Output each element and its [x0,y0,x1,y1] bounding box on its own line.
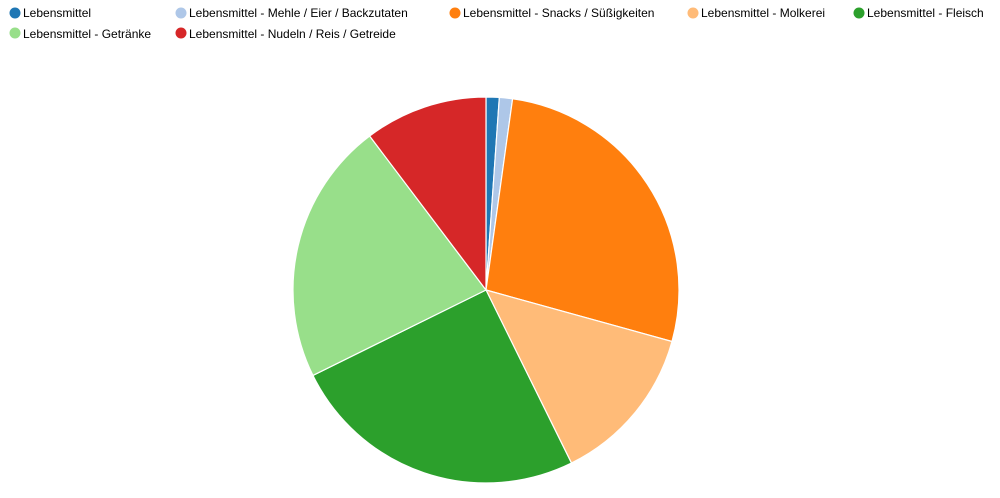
legend-label: Lebensmittel - Fleisch [867,6,984,20]
pie-slices [292,96,680,484]
legend-item-mehle-eier-backzutaten[interactable]: Lebensmittel - Mehle / Eier / Backzutate… [175,6,408,20]
legend-swatch [9,7,21,19]
chart-legend: Lebensmittel Lebensmittel - Mehle / Eier… [9,6,984,41]
legend-item-snacks-suessigkeiten[interactable]: Lebensmittel - Snacks / Süßigkeiten [449,6,655,20]
legend-label: Lebensmittel - Getränke [23,27,151,41]
legend-label: Lebensmittel - Nudeln / Reis / Getreide [189,27,396,41]
legend-label: Lebensmittel - Mehle / Eier / Backzutate… [189,6,408,20]
pie-slice-6[interactable] [292,135,487,377]
legend-label: Lebensmittel - Snacks / Süßigkeiten [463,6,654,20]
legend-item-fleisch[interactable]: Lebensmittel - Fleisch [853,6,984,20]
legend-label: Lebensmittel - Molkerei [701,6,825,20]
legend-item-nudeln-reis-getreide[interactable]: Lebensmittel - Nudeln / Reis / Getreide [175,27,397,41]
pie-slice-5[interactable] [312,289,573,484]
legend-swatch [853,7,865,19]
pie-slice-7[interactable] [369,96,487,291]
legend-swatch [175,7,187,19]
legend-item-lebensmittel[interactable]: Lebensmittel [9,6,92,20]
legend-item-getraenke[interactable]: Lebensmittel - Getränke [9,27,152,41]
legend-label: Lebensmittel [23,6,91,20]
legend-swatch [687,7,699,19]
pie-slice-4[interactable] [485,289,673,464]
legend-swatch [175,27,187,39]
pie-slice-3[interactable] [485,98,680,343]
legend-swatch [9,27,21,39]
legend-item-molkerei[interactable]: Lebensmittel - Molkerei [687,6,826,20]
legend-swatch [449,7,461,19]
